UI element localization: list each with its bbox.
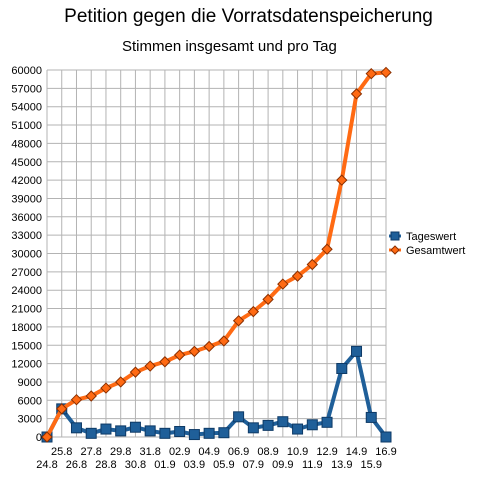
data-point-tageswert xyxy=(144,425,156,437)
y-tick-label: 36000 xyxy=(11,212,42,224)
y-tick-label: 30000 xyxy=(11,249,42,261)
y-tick-label: 24000 xyxy=(11,285,42,297)
data-point-tageswert xyxy=(100,423,112,435)
data-point-gesamtwert xyxy=(129,366,142,378)
y-tick-label: 15000 xyxy=(11,340,42,352)
y-tick-label: 3000 xyxy=(18,414,42,426)
data-point-tageswert xyxy=(292,423,304,435)
x-tick-label: 31.8 xyxy=(139,446,160,458)
x-tick-label: 11.9 xyxy=(302,459,323,471)
y-tick-label: 33000 xyxy=(11,230,42,242)
data-point-gesamtwert xyxy=(232,315,245,327)
y-tick-label: 18000 xyxy=(11,322,42,334)
data-point-tageswert xyxy=(380,431,392,443)
x-tick-label: 27.8 xyxy=(81,446,102,458)
data-point-tageswert xyxy=(70,422,82,434)
y-tick-label: 60000 xyxy=(11,65,42,77)
x-tick-label: 09.9 xyxy=(272,459,293,471)
y-tick-label: 42000 xyxy=(11,175,42,187)
data-point-gesamtwert xyxy=(350,88,363,100)
y-tick-label: 45000 xyxy=(11,157,42,169)
x-tick-label: 08.9 xyxy=(257,446,278,458)
data-point-gesamtwert xyxy=(277,278,289,290)
x-tick-label: 28.8 xyxy=(95,459,116,471)
data-point-tageswert xyxy=(188,429,200,441)
data-point-gesamtwert xyxy=(306,258,319,271)
y-tick-label: 6000 xyxy=(18,395,42,407)
data-point-tageswert xyxy=(218,427,230,439)
x-tick-label: 02.9 xyxy=(169,446,190,458)
data-point-tageswert xyxy=(174,425,186,437)
y-tick-label: 0 xyxy=(36,432,42,444)
x-tick-label: 06.9 xyxy=(228,446,249,458)
data-point-gesamtwert xyxy=(173,349,186,361)
data-point-tageswert xyxy=(85,427,97,439)
data-point-tageswert xyxy=(115,425,127,437)
data-point-gesamtwert xyxy=(144,360,156,372)
chart-title: Petition gegen die Vorratsdatenspeicheru… xyxy=(64,6,433,27)
data-point-gesamtwert xyxy=(321,243,333,255)
data-point-gesamtwert xyxy=(218,335,230,347)
data-point-tageswert xyxy=(336,362,348,374)
y-tick-label: 39000 xyxy=(11,193,42,205)
y-tick-label: 12000 xyxy=(11,359,42,371)
data-point-gesamtwert xyxy=(365,67,377,80)
x-tick-label: 15.9 xyxy=(361,459,382,471)
data-point-tageswert xyxy=(247,422,259,434)
data-point-tageswert xyxy=(321,416,333,428)
x-tick-label: 26.8 xyxy=(66,459,87,471)
x-tick-label: 04.9 xyxy=(198,446,219,458)
data-point-tageswert xyxy=(277,416,289,428)
data-point-gesamtwert xyxy=(336,174,348,186)
data-point-tageswert xyxy=(129,421,141,433)
y-tick-label: 21000 xyxy=(11,304,42,316)
data-point-gesamtwert xyxy=(41,431,53,443)
data-point-gesamtwert xyxy=(188,345,201,358)
legend-marker-gesamtwert xyxy=(390,245,400,255)
data-point-gesamtwert xyxy=(70,393,83,406)
x-tick-label: 16.9 xyxy=(375,446,396,458)
x-tick-label: 14.9 xyxy=(346,446,367,458)
data-point-tageswert xyxy=(159,427,171,439)
data-point-tageswert xyxy=(306,419,318,431)
x-tick-label: 25.8 xyxy=(51,446,72,458)
legend-label-gesamtwert: Gesamtwert xyxy=(406,245,465,257)
data-point-gesamtwert xyxy=(291,270,304,282)
data-point-gesamtwert xyxy=(247,305,260,318)
x-tick-label: 07.9 xyxy=(243,459,264,471)
x-tick-label: 05.9 xyxy=(213,459,234,471)
y-tick-label: 9000 xyxy=(18,377,42,389)
data-point-tageswert xyxy=(233,411,245,423)
data-point-tageswert xyxy=(365,411,377,423)
data-point-gesamtwert xyxy=(159,356,171,368)
data-point-gesamtwert xyxy=(100,382,112,394)
y-tick-label: 54000 xyxy=(11,102,42,114)
x-tick-label: 30.8 xyxy=(125,459,146,471)
data-point-tageswert xyxy=(351,345,363,357)
y-tick-label: 51000 xyxy=(11,120,42,132)
x-tick-label: 29.8 xyxy=(110,446,131,458)
data-point-tageswert xyxy=(203,427,215,439)
y-tick-label: 27000 xyxy=(11,267,42,279)
data-point-gesamtwert xyxy=(203,340,215,353)
x-tick-label: 13.9 xyxy=(331,459,352,471)
data-point-gesamtwert xyxy=(114,376,127,388)
x-tick-label: 01.9 xyxy=(154,459,175,471)
x-tick-label: 24.8 xyxy=(36,459,57,471)
y-tick-label: 48000 xyxy=(11,138,42,150)
legend-marker-tageswert xyxy=(390,231,400,241)
legend-label-tageswert: Tageswert xyxy=(406,231,456,243)
y-tick-label: 57000 xyxy=(11,83,42,95)
chart-subtitle: Stimmen insgesamt und pro Tag xyxy=(122,38,337,55)
x-tick-label: 03.9 xyxy=(184,459,205,471)
x-tick-label: 12.9 xyxy=(316,446,337,458)
data-point-gesamtwert xyxy=(380,66,392,79)
x-tick-label: 10.9 xyxy=(287,446,308,458)
data-point-gesamtwert xyxy=(85,390,97,402)
data-point-gesamtwert xyxy=(262,293,274,306)
data-point-gesamtwert xyxy=(56,403,68,415)
data-point-tageswert xyxy=(262,419,274,431)
